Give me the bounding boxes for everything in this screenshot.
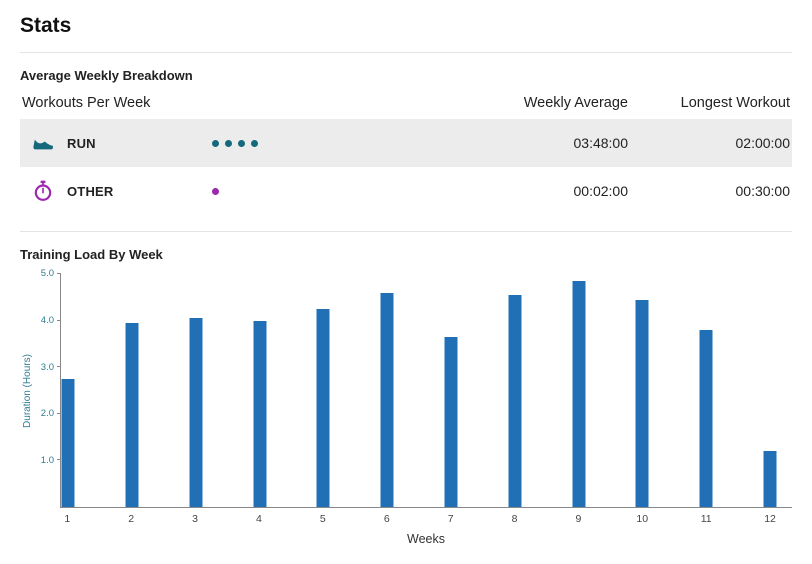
bar-week-6	[380, 292, 394, 507]
weekly-average-value: 00:02:00	[573, 183, 629, 199]
sport-cell: OTHER	[22, 180, 212, 202]
plot-area	[57, 273, 792, 508]
bar-week-2	[125, 322, 139, 507]
divider-middle	[20, 231, 792, 232]
page-title: Stats	[20, 14, 72, 37]
x-tick-label: 4	[256, 513, 262, 525]
table-row-other: OTHER 00:02:00 00:30:00	[20, 167, 792, 215]
longest-workout-value: 00:30:00	[735, 183, 791, 199]
y-tick-label: 1.0	[40, 455, 54, 467]
breakdown-table: Workouts Per Week Weekly Average Longest…	[20, 95, 792, 215]
bar-week-5	[316, 308, 330, 507]
workout-dot	[212, 187, 219, 195]
column-header-longest-workout: Longest Workout	[680, 95, 790, 111]
training-load-heading: Training Load By Week	[20, 247, 163, 262]
y-tick-mark	[57, 459, 61, 461]
y-tick-label: 5.0	[40, 268, 54, 279]
column-header-workouts-per-week: Workouts Per Week	[22, 95, 151, 111]
y-tick-mark	[57, 273, 61, 274]
bar-week-12	[763, 451, 777, 507]
x-axis-label: Weeks	[407, 532, 445, 546]
y-axis: 1.0 2.0 3.0 4.0 5.0	[30, 269, 58, 508]
running-shoe-icon	[32, 135, 54, 151]
breakdown-section-heading: Average Weekly Breakdown	[20, 68, 193, 83]
longest-workout-value: 02:00:00	[735, 135, 791, 151]
workout-dot	[238, 139, 245, 147]
x-tick-label: 2	[128, 513, 135, 525]
x-tick-label: 3	[192, 513, 198, 525]
bar-week-7	[444, 336, 458, 507]
x-tick-label: 1	[64, 513, 71, 525]
x-tick-label: 7	[447, 513, 454, 525]
y-tick-mark	[57, 412, 61, 414]
sport-cell: RUN	[22, 135, 212, 151]
breakdown-table-header: Workouts Per Week Weekly Average Longest…	[20, 95, 792, 111]
y-tick-mark	[57, 319, 61, 321]
bar-week-3	[189, 318, 203, 507]
workouts-per-week-dots	[212, 139, 478, 147]
workouts-per-week-dots	[212, 187, 478, 195]
x-tick-label: 5	[319, 513, 326, 525]
table-row-run: RUN 03:48:00 02:00:00	[20, 119, 792, 167]
sport-label: RUN	[67, 135, 96, 151]
y-tick-label: 4.0	[40, 314, 54, 326]
bar-week-11	[699, 329, 713, 507]
training-load-section: Training Load By Week Duration (Hours) 1…	[20, 247, 792, 546]
x-tick-label: 11	[700, 513, 712, 525]
workout-dot	[212, 139, 219, 147]
bar-week-9	[572, 281, 586, 507]
bar-week-10	[635, 299, 649, 507]
workout-dot	[251, 139, 258, 147]
stopwatch-icon	[32, 180, 54, 202]
y-tick-label: 2.0	[40, 408, 54, 420]
y-tick-mark	[57, 366, 61, 368]
weekly-average-value: 03:48:00	[573, 135, 629, 151]
column-header-weekly-average: Weekly Average	[523, 95, 628, 111]
sport-label: OTHER	[67, 183, 114, 199]
divider-top	[20, 52, 792, 53]
x-tick-label: 10	[636, 513, 649, 525]
x-tick-label: 12	[764, 513, 776, 525]
x-tick-label: 6	[383, 513, 390, 525]
x-tick-label: 8	[511, 513, 518, 525]
workout-dot	[225, 139, 232, 147]
bar-week-8	[508, 294, 522, 507]
bar-week-4	[253, 320, 267, 507]
y-tick-label: 3.0	[40, 361, 54, 373]
average-weekly-breakdown-section: Average Weekly Breakdown Workouts Per We…	[20, 68, 792, 215]
x-tick-label: 9	[575, 513, 582, 525]
x-axis: 1 2 3 4 5 6 7 8 9 10 11 12	[60, 513, 792, 527]
bar-week-1	[61, 378, 75, 507]
